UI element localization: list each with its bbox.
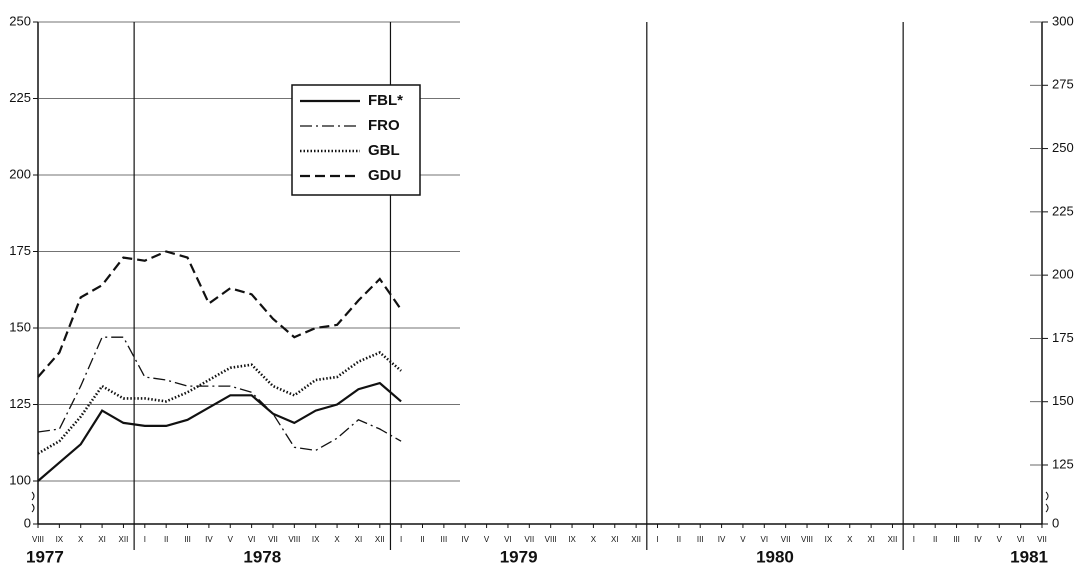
- x-tick-label: X: [334, 535, 340, 544]
- x-tick-label: VI: [761, 535, 769, 544]
- x-tick-label: VII: [1037, 535, 1047, 544]
- x-tick-label: VIII: [801, 535, 813, 544]
- x-tick-label: IX: [56, 535, 64, 544]
- x-tick-label: I: [400, 535, 402, 544]
- legend-label: GBL: [368, 142, 400, 159]
- y2-tick-label: 175: [1052, 330, 1074, 345]
- x-tick-label: VII: [268, 535, 278, 544]
- year-label: 1977: [26, 547, 64, 566]
- x-tick-label: III: [697, 535, 704, 544]
- x-tick-label: VIII: [288, 535, 300, 544]
- x-tick-label: XII: [631, 535, 641, 544]
- series-line: [37, 381, 402, 482]
- x-tick-label: VIII: [545, 535, 557, 544]
- x-tick-label: VII: [524, 535, 534, 544]
- legend-label: FRO: [368, 117, 400, 134]
- x-tick-label: V: [997, 535, 1003, 544]
- x-tick-label: II: [677, 535, 681, 544]
- x-tick-label: I: [144, 535, 146, 544]
- x-tick-label: IV: [205, 535, 213, 544]
- series-line: [37, 336, 402, 452]
- x-tick-label: X: [78, 535, 84, 544]
- y-tick-label: 0: [24, 515, 31, 530]
- x-tick-label: IX: [312, 535, 320, 544]
- x-tick-label: II: [933, 535, 937, 544]
- year-label: 1979: [500, 547, 538, 566]
- y-tick-label: 175: [9, 243, 31, 258]
- y2-tick-label: 0: [1052, 515, 1059, 530]
- series-line: [37, 350, 402, 455]
- x-tick-label: IX: [568, 535, 576, 544]
- x-tick-label: III: [953, 535, 960, 544]
- axis-break: [1045, 491, 1049, 513]
- y-tick-label: 100: [9, 472, 31, 487]
- x-tick-label: IV: [974, 535, 982, 544]
- y2-tick-label: 300: [1052, 13, 1074, 28]
- x-tick-label: VI: [504, 535, 512, 544]
- x-tick-label: X: [591, 535, 597, 544]
- y2-tick-label: 250: [1052, 140, 1074, 155]
- year-label: 1978: [243, 547, 281, 566]
- y-tick-label: 225: [9, 90, 31, 105]
- x-tick-label: III: [184, 535, 191, 544]
- axis-break: [31, 491, 35, 513]
- x-tick-label: I: [656, 535, 658, 544]
- x-tick-label: XII: [375, 535, 385, 544]
- x-tick-label: VIII: [32, 535, 44, 544]
- x-tick-label: IX: [825, 535, 833, 544]
- x-tick-label: XI: [98, 535, 106, 544]
- y2-tick-label: 150: [1052, 393, 1074, 408]
- x-tick-label: V: [740, 535, 746, 544]
- x-tick-label: V: [484, 535, 490, 544]
- y2-tick-label: 200: [1052, 267, 1074, 282]
- y-tick-label: 125: [9, 396, 31, 411]
- legend-label: GDU: [368, 167, 401, 184]
- x-tick-label: IV: [461, 535, 469, 544]
- x-tick-label: XI: [867, 535, 875, 544]
- x-tick-label: VI: [248, 535, 256, 544]
- x-tick-label: XII: [119, 535, 129, 544]
- y2-tick-label: 125: [1052, 456, 1074, 471]
- x-tick-label: V: [228, 535, 234, 544]
- year-label: 1981: [1010, 547, 1048, 566]
- legend-box: [291, 84, 421, 196]
- x-tick-label: III: [441, 535, 448, 544]
- y-tick-label: 200: [9, 166, 31, 181]
- year-label: 1980: [756, 547, 794, 566]
- x-tick-label: I: [913, 535, 915, 544]
- x-tick-label: VI: [1017, 535, 1025, 544]
- y-tick-label: 150: [9, 319, 31, 334]
- x-tick-label: XII: [888, 535, 898, 544]
- y2-tick-label: 275: [1052, 77, 1074, 92]
- y2-tick-label: 225: [1052, 203, 1074, 218]
- series-line: [37, 250, 403, 378]
- x-tick-label: VII: [781, 535, 791, 544]
- x-tick-label: XI: [355, 535, 363, 544]
- x-tick-label: IV: [718, 535, 726, 544]
- x-tick-label: X: [847, 535, 853, 544]
- x-tick-label: II: [164, 535, 168, 544]
- x-tick-label: XI: [611, 535, 619, 544]
- y-tick-label: 250: [9, 13, 31, 28]
- x-tick-label: II: [420, 535, 424, 544]
- legend-label: FBL*: [368, 92, 403, 109]
